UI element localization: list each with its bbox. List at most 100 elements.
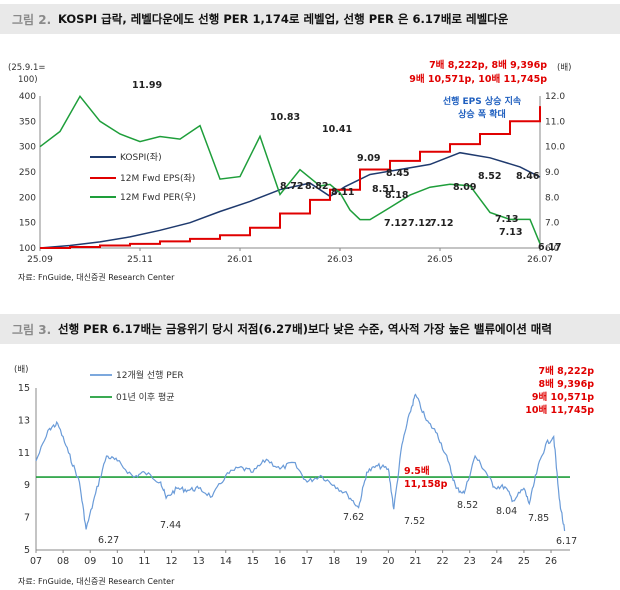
fig1-y-right-tick: 8.0 [545,193,560,203]
fig2-x-tick: 13 [193,556,205,567]
fig2-x-tick: 10 [111,556,123,567]
fig1-per-value-label: 6.17 [538,242,561,253]
fig1-per-value-label: 8.09 [453,182,476,193]
fig2-x-tick: 08 [57,556,69,567]
fig1-per-value-label: 8.45 [386,168,409,179]
fig1-eps-line [40,106,541,249]
fig1-title: KOSPI 급락, 레벨다운에도 선행 PER 1,174로 레벨업, 선행 P… [58,12,509,26]
fig2-x-tick: 16 [274,556,286,567]
fig2-avg-label-1: 9.5배 [404,465,430,477]
fig2-number: 그림 3. [12,323,52,337]
fig1-y-left-tick: 300 [19,143,36,153]
fig2-y-tick: 15 [18,383,30,394]
fig2-legend-label: 12개월 선행 PER [116,369,184,381]
fig1-per-value-label: 7.12 [430,218,453,229]
fig1-per-value-label: 7.12 [408,218,431,229]
fig1-left-unit-line1: (25.9.1= [8,63,45,73]
fig2-x-tick: 11 [138,556,150,567]
fig1-per-value-label: 7.12 [384,218,407,229]
fig2-x-tick: 26 [545,556,557,567]
fig1-per-value-label: 7.13 [499,227,522,238]
fig1-y-right-tick: 11.0 [545,117,565,127]
fig2-low-value-label: 8.52 [457,500,478,511]
fig1-per-value-label: 8.72 [280,181,303,192]
fig1-source: 자료: FnGuide, 대신증권 Research Center [18,273,175,282]
fig1-annot-blue-1: 선행 EPS 상승 지속 [443,95,521,107]
fig2-low-value-label: 8.04 [496,506,517,517]
fig2-x-tick: 19 [355,556,367,567]
fig1-x-tick: 25.11 [127,255,153,265]
fig2-x-tick: 14 [220,556,232,567]
fig1-annot-red-1: 7배 8,222p, 8배 9,396p [429,59,547,71]
fig2-x-tick: 07 [30,556,42,567]
fig1-left-unit-line2: 100) [18,75,38,85]
fig1-y-right-tick: 9.0 [545,168,560,178]
fig1-per-value-label: 8.82 [305,181,328,192]
fig2-annot-red-4: 10배 11,745p [525,404,594,416]
fig2-source: 자료: FnGuide, 대신증권 Research Center [18,577,175,586]
fig1-y-left-tick: 200 [19,193,36,203]
fig1-x-tick: 26.05 [427,255,453,265]
fig1-x-tick: 25.09 [27,255,53,265]
fig2-x-tick: 17 [301,556,313,567]
fig2-y-tick: 11 [18,448,30,459]
fig2-y-tick: 13 [18,415,30,426]
fig1-y-left-tick: 350 [19,117,36,127]
fig1-per-value-label: 9.09 [357,153,380,164]
fig1-per-value-label: 8.51 [372,184,395,195]
fig1-per-value-label: 8.18 [385,190,409,201]
fig2-annot-red-2: 8배 9,396p [538,378,594,390]
fig2-x-tick: 22 [437,556,449,567]
fig2-x-tick: 25 [518,556,530,567]
fig2-low-value-label: 6.17 [556,536,577,547]
fig1-right-unit: (배) [557,63,571,73]
fig1-legend-label: KOSPI(좌) [120,152,162,163]
fig1-x-tick: 26.07 [527,255,553,265]
fig2-title-bar: 그림 3. 선행 PER 6.17배는 금융위기 당시 저점(6.27배)보다 … [0,314,620,344]
fig2-chart: 5 7 9 11 13 15 07 08 09 10 11 12 13 14 15 16 17 18 19 20 21 2… [14,365,594,567]
fig2-low-value-label: 7.52 [404,516,425,527]
fig2-avg-label-2: 11,158p [404,479,448,490]
fig2-per-line [35,393,566,532]
fig2-low-value-label: 6.27 [98,535,119,546]
fig2-x-tick: 09 [84,556,96,567]
fig1-y-left-tick: 100 [19,244,36,254]
fig2-y-tick: 5 [24,545,30,556]
fig1-x-tick: 26.03 [327,255,353,265]
fig2-x-tick: 24 [491,556,503,567]
fig2-legend-label: 01년 이후 평균 [116,392,175,403]
fig2-x-tick: 12 [165,556,177,567]
fig1-y-right-tick: 6.0 [545,244,560,254]
fig1-kospi-line [39,151,541,249]
fig1-legend-label: 12M Fwd PER(우) [120,192,196,203]
fig2-x-tick: 20 [382,556,394,567]
fig2-low-value-label: 7.62 [343,512,364,523]
fig1-y-right-tick: 10.0 [545,143,565,153]
fig2-y-tick: 9 [24,480,30,491]
fig1-y-left-tick: 250 [19,168,36,178]
fig1-per-value-label: 11.99 [132,80,162,91]
fig1-y-left-tick: 400 [19,92,36,102]
fig1-y-right-tick: 12.0 [545,92,565,102]
fig2-x-tick: 18 [328,556,340,567]
fig2-annot-red-3: 9배 10,571p [532,391,594,403]
fig1-per-value-label: 8.46 [516,171,540,182]
fig1-per-value-label: 7.13 [495,214,518,225]
fig2-unit: (배) [14,365,28,375]
fig2-x-tick: 15 [247,556,259,567]
fig2-low-value-label: 7.44 [160,520,181,531]
fig2-y-tick: 7 [24,513,30,524]
fig1-title-bar: 그림 2. KOSPI 급락, 레벨다운에도 선행 PER 1,174로 레벨업… [0,4,620,34]
fig2-x-tick: 23 [464,556,476,567]
fig1-number: 그림 2. [12,13,52,27]
fig1-annot-red-2: 9배 10,571p, 10배 11,745p [409,73,547,85]
fig2-annot-red-1: 7배 8,222p [538,365,594,377]
fig2-title: 선행 PER 6.17배는 금융위기 당시 저점(6.27배)보다 낮은 수준,… [58,322,552,336]
fig1-x-tick: 26.01 [227,255,253,265]
fig1-per-value-label: 10.83 [270,112,300,123]
fig1-legend-label: 12M Fwd EPS(좌) [120,173,195,184]
fig1-y-left-tick: 150 [19,219,36,229]
fig2-x-tick: 21 [409,556,421,567]
fig2-low-value-label: 7.85 [528,513,549,524]
